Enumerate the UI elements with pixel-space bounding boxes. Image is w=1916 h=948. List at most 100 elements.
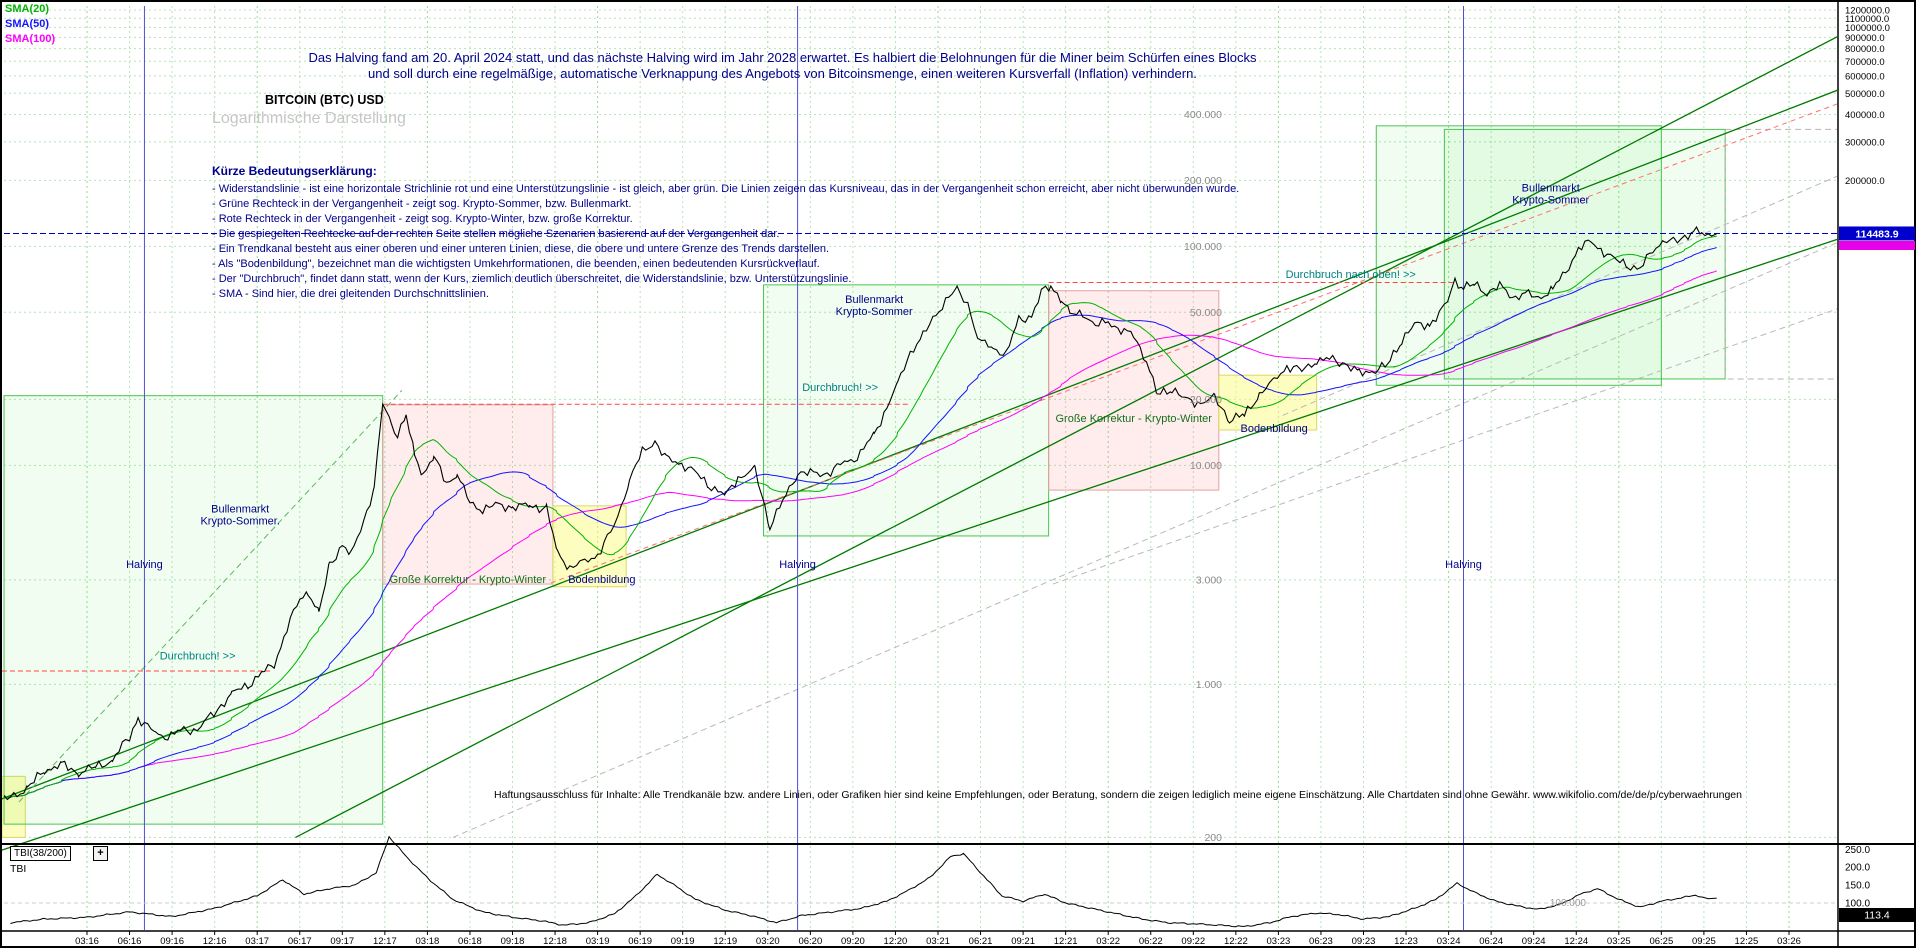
x-axis-label: 03:25	[1607, 936, 1631, 947]
x-axis-label: 03:24	[1437, 936, 1461, 947]
annotation-korrektur-2018: Große Korrektur - Krypto-Winter	[390, 574, 547, 586]
annotation-korrektur-2022: Große Korrektur - Krypto-Winter	[1055, 413, 1212, 425]
inner-price-label: 200.000	[1184, 175, 1222, 187]
explanation-heading: Kürze Bedeutungserklärung:	[212, 164, 377, 178]
x-axis-label: 12:25	[1735, 936, 1759, 947]
explanation-list: - Widerstandslinie - ist eine horizontal…	[212, 182, 1239, 302]
chart-subtitle: Logarithmische Darstellung	[212, 110, 406, 127]
right-axis-label: 300000.0	[1845, 137, 1885, 148]
x-axis-label: 03:18	[416, 936, 440, 947]
line-channel-steep	[295, 36, 1837, 838]
disclaimer: Haftungsausschluss für Inhalte: Alle Tre…	[494, 789, 1742, 801]
x-axis-label: 12:21	[1054, 936, 1078, 947]
x-axis-label: 09:23	[1352, 936, 1376, 947]
x-axis-label: 03:20	[756, 936, 780, 947]
x-axis-label: 06:19	[628, 936, 652, 947]
x-axis-label: 03:16	[75, 936, 99, 947]
price-line	[3, 225, 1717, 801]
annotation-halving-2024: Halving	[1445, 559, 1482, 571]
right-axis-label: 400000.0	[1845, 110, 1885, 121]
line-channel-upper	[2, 89, 1837, 800]
x-axis-label: 12:17	[373, 936, 397, 947]
x-axis-label: 06:20	[798, 936, 822, 947]
inner-price-label: 50.000	[1190, 307, 1222, 319]
x-axis-label: 09:20	[841, 936, 865, 947]
x-axis-label: 09:25	[1692, 936, 1716, 947]
x-axis-label: 06:22	[1139, 936, 1163, 947]
tbi-axis-label: 250.0	[1845, 845, 1870, 856]
current-price-badge	[1839, 226, 1915, 241]
x-axis-label: 06:21	[969, 936, 993, 947]
annotation-durchbruch-2017: Durchbruch! >>	[160, 650, 236, 662]
explanation-line: - Rote Rechteck in der Vergangenheit - z…	[212, 213, 633, 225]
explanation-line: - Ein Trendkanal besteht aus einer obere…	[212, 243, 830, 255]
right-axis-label: 600000.0	[1845, 71, 1885, 82]
x-axis-label: 09:21	[1011, 936, 1035, 947]
annotation-bull-2021: Bullenmarkt Krypto-Sommer	[836, 294, 913, 318]
annotation-bull-2017: Bullenmarkt Krypto-Sommer.	[200, 503, 279, 527]
x-axis-label: 12:18	[543, 936, 567, 947]
x-axis-label: 06:17	[288, 936, 312, 947]
x-axis-label: 12:23	[1394, 936, 1418, 947]
x-axis-label: 06:23	[1309, 936, 1333, 947]
x-axis-label: 12:24	[1564, 936, 1588, 947]
halving-note-line2: und soll durch eine regelmäßige, automat…	[368, 66, 1197, 81]
tbi-axis-label: 150.0	[1845, 881, 1870, 892]
plot-area	[2, 6, 1837, 930]
sma-value-badge	[1839, 240, 1915, 250]
tbi-pane-title: TBI	[10, 863, 27, 875]
inner-price-label: 1.000	[1196, 679, 1222, 691]
zone-szenario-spiegel	[1724, 128, 1837, 380]
x-axis-label: 12:16	[203, 936, 227, 947]
right-axis-label: 200000.0	[1845, 176, 1885, 187]
annotation-bodenbildung-2019: Bodenbildung	[568, 574, 635, 586]
current-price-badge-text: 114483.9	[1855, 228, 1898, 240]
x-axis-label: 09:22	[1181, 936, 1205, 947]
x-axis-label: 12:20	[884, 936, 908, 947]
sma-legend: SMA(20) SMA(50) SMA(100)	[5, 2, 55, 47]
line-resistance-diagonal	[550, 103, 1837, 584]
x-axis-label: 03:23	[1267, 936, 1291, 947]
x-axis-label: 03:21	[926, 936, 950, 947]
tbi-line	[10, 835, 1717, 928]
legend-sma100[interactable]: SMA(100)	[5, 33, 56, 45]
right-axis-label: 500000.0	[1845, 89, 1885, 100]
tbi-pane	[4, 835, 1837, 928]
explanation-line: - Widerstandslinie - ist eine horizontal…	[212, 183, 1240, 195]
legend-sma50[interactable]: SMA(50)	[5, 18, 50, 30]
zone-korrektur-2018	[382, 404, 554, 585]
right-axis-label: 900000.0	[1845, 33, 1885, 44]
annotation-durchbruch-2024: Durchbruch nach oben! >>	[1286, 269, 1416, 281]
annotation-halving-2020: Halving	[779, 559, 816, 571]
inner-price-label: 400.000	[1184, 109, 1222, 121]
tbi-indicator-label[interactable]: TBI(38/200)	[10, 846, 71, 861]
x-axis-label: 09:19	[671, 936, 695, 947]
x-axis-label: 12:19	[713, 936, 737, 947]
inner-price-label: 200	[1204, 832, 1222, 844]
zone-bull-szenario-b	[1443, 128, 1726, 380]
chart-title: BITCOIN (BTC) USD	[265, 93, 384, 107]
legend-sma20[interactable]: SMA(20)	[5, 3, 50, 15]
annotation-bull-2025: Bullenmarkt Krypto-Sommer	[1512, 182, 1589, 206]
zone-bodenbildung-2022-2023	[1218, 374, 1318, 431]
annotation-halving-2016: Halving	[126, 559, 163, 571]
sma50-line	[3, 247, 1717, 799]
zone-bull-szenario-a	[1375, 125, 1662, 386]
inner-price-label: 3.000	[1196, 574, 1222, 586]
right-axis-label: 1100000.0	[1845, 14, 1889, 25]
x-axis-label: 12:22	[1224, 936, 1248, 947]
x-axis-label: 09:18	[501, 936, 525, 947]
line-mirror-gray-3	[1282, 175, 1837, 416]
line-channel-lower	[2, 238, 1837, 851]
inner-price-label: 10.000	[1190, 460, 1222, 472]
x-axis-label: 06:16	[118, 936, 142, 947]
x-axis-label: 09:17	[330, 936, 354, 947]
tbi-expand-button[interactable]: +	[93, 846, 108, 861]
tbi-level-label: 100.000	[1550, 898, 1587, 909]
halving-note: Das Halving fand am 20. April 2024 statt…	[10, 50, 1555, 82]
explanation-line: - Die gespiegelten Rechtecke auf der rec…	[212, 228, 780, 240]
inner-price-label: 20.000	[1190, 394, 1222, 406]
right-axis-label: 1000000.0	[1845, 23, 1890, 34]
